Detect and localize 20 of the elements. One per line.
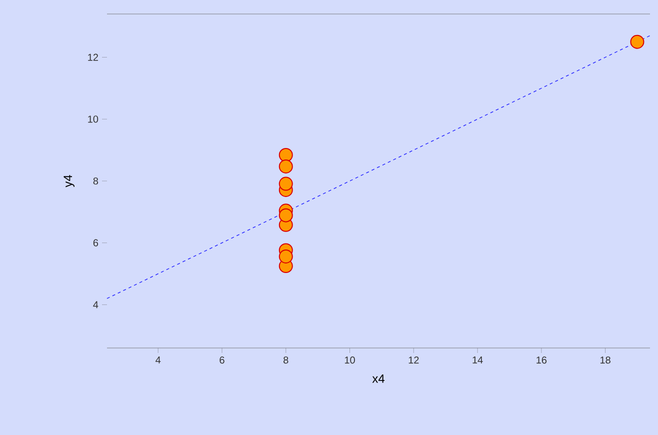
point	[278, 208, 293, 222]
x-tick-label: 18	[600, 356, 610, 364]
x-tick-label: 4	[156, 356, 161, 364]
y-tick-label: 8	[93, 177, 98, 185]
x-tick-label: 16	[536, 356, 547, 364]
y-tick-label: 4	[93, 301, 98, 308]
x-tick-label: 12	[408, 356, 419, 364]
y-tick-label: 6	[93, 239, 98, 246]
x-tick-label: 8	[284, 356, 288, 364]
point	[278, 249, 293, 264]
point	[278, 148, 293, 162]
x-tick-label: 6	[220, 356, 224, 364]
y-tick-label: 12	[88, 54, 98, 61]
x-tick-label: 14	[472, 356, 483, 364]
x-axis-title: x4	[372, 374, 384, 383]
x-tick-label: 10	[344, 356, 355, 364]
y-tick-label: 10	[88, 116, 98, 123]
point	[278, 159, 293, 174]
y-axis-title: y4	[64, 175, 74, 188]
point	[278, 176, 293, 191]
